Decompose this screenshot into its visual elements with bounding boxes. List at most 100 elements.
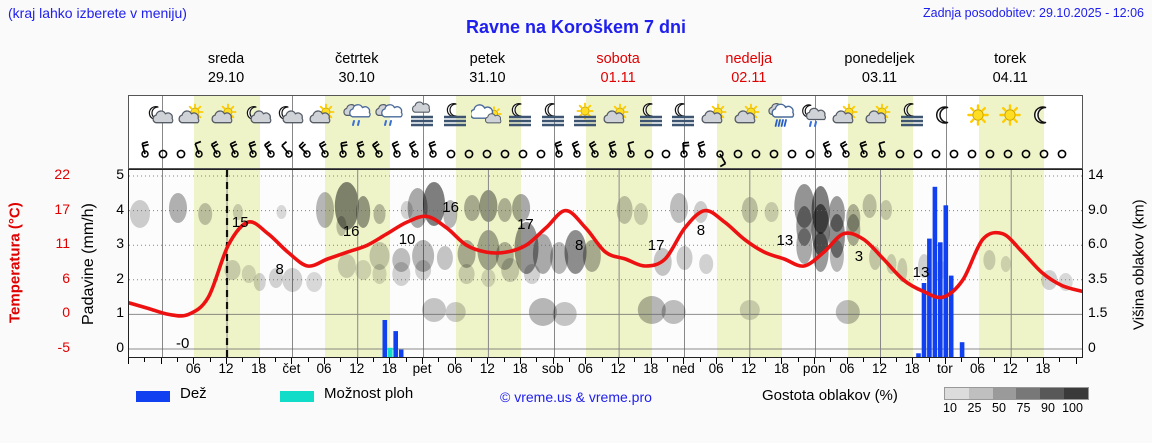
wind-barb [851, 139, 877, 169]
wind-barb [869, 139, 895, 169]
weather-icon-cloud-sun [471, 96, 505, 140]
header-bar: (kraj lahko izberete v meniju) Ravne na … [0, 0, 1152, 37]
wind-barb [564, 139, 590, 169]
wind-barb-calm [492, 139, 518, 169]
x-tick [177, 358, 178, 362]
weather-icon-moon-fog [504, 96, 538, 140]
day-separator [423, 139, 425, 168]
x-tick [977, 358, 979, 364]
cloud-tick-label: 14 [1088, 166, 1104, 182]
x-axis-label: pet [412, 361, 432, 376]
wind-barb [384, 139, 410, 169]
cloud-axis-title: Višina oblakov (km) [1130, 199, 1148, 331]
day-separator [161, 170, 163, 357]
x-tick [242, 358, 244, 362]
day-separator [815, 139, 817, 168]
wind-barb-calm [653, 139, 679, 169]
x-tick [226, 358, 228, 364]
wind-barb [833, 139, 859, 169]
x-axis-label: pon [802, 361, 826, 376]
x-tick [520, 358, 522, 364]
x-tick [275, 358, 277, 362]
daylight-band [717, 139, 783, 168]
wind-barb [582, 139, 608, 169]
x-tick [422, 358, 424, 364]
wind-barb [348, 139, 374, 169]
x-axis-label: 12 [1002, 361, 1018, 376]
wind-barb-calm [905, 139, 931, 169]
weather-icon-sun [994, 96, 1028, 140]
day-date: 02.11 [731, 70, 767, 86]
showers-legend-label: Možnost ploh [324, 385, 414, 402]
x-axis-label: 18 [773, 361, 789, 376]
rain-legend-swatch [136, 391, 170, 402]
wind-barb-calm [474, 139, 500, 169]
x-tick [209, 358, 211, 362]
page-title: Ravne na Koroškem 7 dni [465, 17, 687, 37]
x-axis-label: 06 [447, 361, 463, 376]
forecast-plot: -0158161016178178133134 [128, 169, 1083, 358]
day-header-sobota: sobota 01.11 [553, 50, 684, 88]
x-axis-label: sob [541, 361, 564, 376]
day-name: nedelja [725, 51, 773, 67]
cloud-density-swatch [968, 388, 993, 399]
wind-barb-calm [887, 139, 913, 169]
wind-barb [600, 139, 626, 169]
temperature-tick-label: 11 [55, 235, 70, 252]
weather-icon-moon-fog [635, 96, 669, 140]
x-tick [487, 358, 489, 364]
x-axis-label: 06 [577, 361, 593, 376]
x-tick [1059, 358, 1061, 362]
temperature-tick-label: 22 [54, 166, 70, 182]
weather-icon-sun-cloud [602, 96, 636, 140]
x-axis-label: 06 [708, 361, 724, 376]
x-tick [814, 358, 816, 364]
cloud-density-swatch [1064, 388, 1088, 399]
precip-tick-label: 3 [116, 235, 124, 252]
day-separator [553, 170, 555, 357]
x-axis-label: 06 [970, 361, 986, 376]
temperature-point-label: 16 [442, 198, 459, 216]
wind-barb-calm [636, 139, 662, 169]
wind-barb [420, 139, 446, 169]
day-separator [553, 139, 555, 168]
temperature-tick-label: 0 [62, 304, 70, 321]
cloud-density-raster [129, 182, 1073, 326]
wind-barb [312, 139, 338, 169]
day-name: sreda [207, 51, 245, 67]
x-tick [144, 358, 146, 362]
weather-icon-moon [929, 96, 963, 140]
legend: Dež Možnost ploh [128, 385, 1128, 425]
wind-barb [402, 139, 428, 169]
x-tick [781, 358, 783, 364]
temperature-axis-title: Temperatura (°C) [6, 202, 24, 324]
x-tick [912, 358, 914, 364]
x-tick [324, 358, 326, 364]
weather-icon-sun [962, 96, 996, 140]
day-date: 30.10 [338, 70, 375, 86]
day-header-petek: petek 31.10 [422, 50, 553, 88]
cloud-density-tick-label: 25 [967, 401, 982, 415]
weather-icon-moon [1027, 96, 1061, 140]
x-tick [454, 358, 456, 364]
x-tick [667, 358, 669, 362]
temperature-tick-label: 17 [54, 200, 70, 217]
weather-icon-sun-fog [569, 96, 603, 140]
wind-barb-calm [923, 139, 949, 169]
temperature-point-label: 13 [912, 264, 930, 282]
wind-barb-calm [510, 139, 536, 169]
x-tick [193, 358, 195, 364]
wind-barb [258, 139, 284, 169]
x-tick [1010, 358, 1012, 364]
day-name: torek [994, 51, 1027, 67]
weather-icon-cloud-fog [406, 96, 440, 140]
wind-barb-calm [725, 139, 751, 169]
x-tick [1042, 358, 1044, 364]
x-tick [683, 358, 685, 364]
x-tick [340, 358, 342, 362]
x-tick [128, 358, 129, 364]
wind-barb [132, 139, 158, 169]
x-tick [846, 358, 848, 364]
weather-icon-strip [128, 95, 1083, 139]
day-date: 04.11 [992, 70, 1028, 86]
